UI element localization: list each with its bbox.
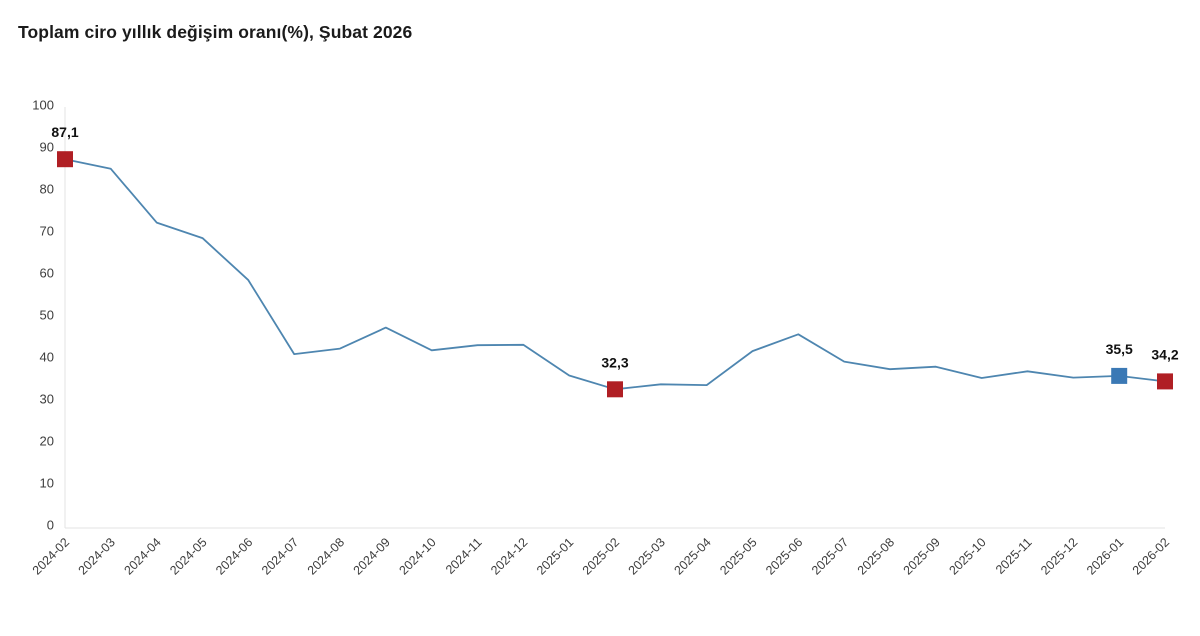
y-axis-label: 90 bbox=[40, 140, 54, 155]
point-marker[interactable] bbox=[57, 151, 73, 168]
x-axis-label: 2025-09 bbox=[901, 535, 943, 577]
point-marker[interactable] bbox=[1157, 373, 1173, 390]
y-axis-label: 100 bbox=[32, 98, 54, 113]
x-axis-label: 2025-03 bbox=[626, 535, 668, 577]
chart-title: Toplam ciro yıllık değişim oranı(%), Şub… bbox=[18, 22, 413, 42]
y-axis-label: 10 bbox=[40, 476, 54, 491]
x-axis-label: 2024-02 bbox=[30, 535, 72, 577]
y-axis-label: 50 bbox=[40, 308, 54, 323]
x-axis-label: 2024-10 bbox=[396, 535, 438, 577]
x-axis-label: 2025-07 bbox=[809, 535, 851, 577]
x-axis-label: 2024-05 bbox=[167, 535, 209, 577]
x-axis-label: 2025-08 bbox=[855, 535, 897, 577]
x-axis-label: 2025-11 bbox=[993, 535, 1035, 577]
y-axis-label: 30 bbox=[40, 392, 54, 407]
x-axis-label: 2025-12 bbox=[1038, 535, 1080, 577]
point-label: 35,5 bbox=[1106, 341, 1133, 357]
y-axis-label: 20 bbox=[40, 434, 54, 449]
x-axis-label: 2026-02 bbox=[1130, 535, 1172, 577]
point-marker[interactable] bbox=[607, 381, 623, 398]
point-marker[interactable] bbox=[1111, 367, 1128, 384]
y-axis-label: 70 bbox=[40, 224, 54, 239]
x-axis-label: 2024-11 bbox=[443, 535, 485, 577]
y-axis-label: 60 bbox=[40, 266, 54, 281]
x-axis-label: 2025-04 bbox=[671, 535, 713, 577]
x-axis-label: 2025-06 bbox=[763, 535, 805, 577]
x-axis-label: 2024-04 bbox=[121, 535, 163, 577]
y-axis-label: 80 bbox=[40, 182, 54, 197]
x-axis-label: 2024-09 bbox=[351, 535, 393, 577]
x-axis-label: 2024-06 bbox=[213, 535, 255, 577]
x-axis-label: 2024-03 bbox=[76, 535, 118, 577]
x-axis-label: 2025-10 bbox=[946, 535, 988, 577]
y-axis-label: 0 bbox=[47, 518, 54, 533]
point-label: 32,3 bbox=[601, 354, 628, 370]
x-axis-label: 2025-05 bbox=[717, 535, 759, 577]
x-axis-label: 2024-12 bbox=[488, 535, 530, 577]
x-axis-label: 2024-07 bbox=[259, 535, 301, 577]
y-axis-label: 40 bbox=[40, 350, 54, 365]
point-label: 87,1 bbox=[51, 124, 78, 140]
x-axis-label: 2024-08 bbox=[305, 535, 347, 577]
point-label: 34,2 bbox=[1151, 346, 1178, 362]
x-axis-label: 2026-01 bbox=[1084, 535, 1126, 577]
x-axis-label: 2025-01 bbox=[534, 535, 576, 577]
x-axis-label: 2025-02 bbox=[580, 535, 622, 577]
